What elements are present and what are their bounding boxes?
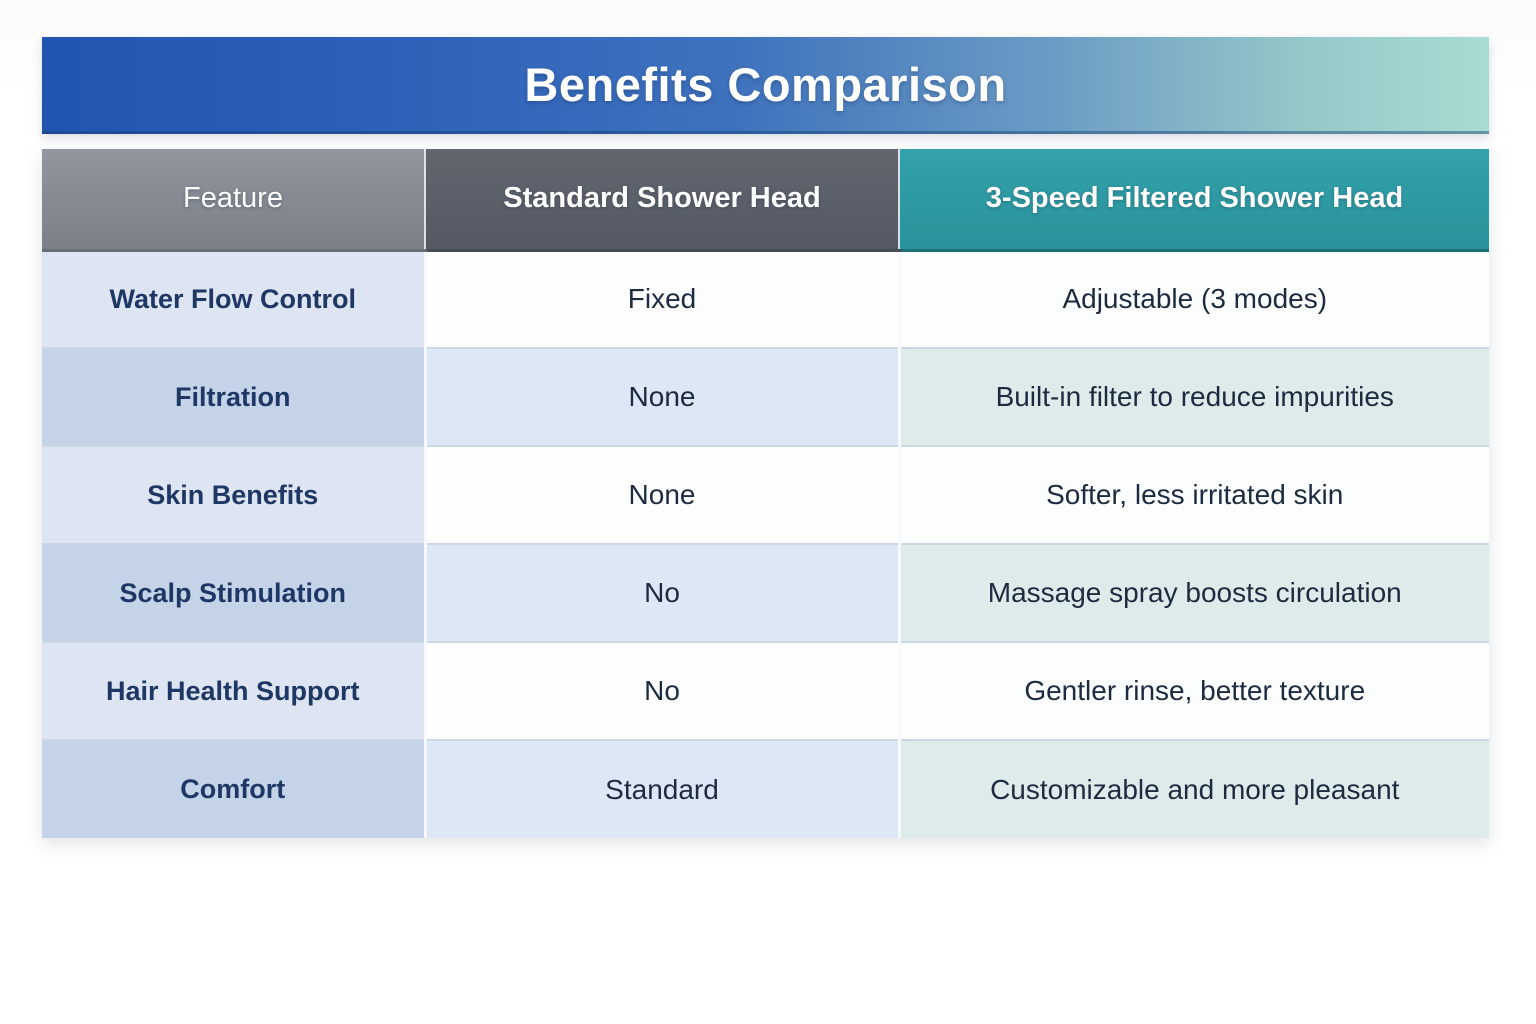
filtered-value-cell: Adjustable (3 modes) bbox=[899, 250, 1489, 349]
filtered-value-cell: Gentler rinse, better texture bbox=[899, 642, 1489, 741]
filtered-value-cell: Customizable and more pleasant bbox=[899, 740, 1489, 838]
standard-value-cell: Fixed bbox=[425, 250, 901, 349]
column-header-filtered: 3-Speed Filtered Shower Head bbox=[899, 149, 1489, 252]
table-row: Water Flow Control Fixed Adjustable (3 m… bbox=[42, 250, 1489, 349]
benefits-comparison-table: Feature Standard Shower Head 3-Speed Fil… bbox=[42, 149, 1489, 838]
standard-value-cell: No bbox=[425, 642, 901, 741]
filtered-value-cell: Softer, less irritated skin bbox=[899, 446, 1489, 545]
table-row: Filtration None Built-in filter to reduc… bbox=[42, 348, 1489, 447]
page-title: Benefits Comparison bbox=[524, 57, 1007, 111]
column-header-standard: Standard Shower Head bbox=[425, 149, 900, 252]
comparison-content: Benefits Comparison Feature Standard Sho… bbox=[42, 37, 1489, 838]
feature-cell: Comfort bbox=[42, 740, 427, 838]
table-row: Hair Health Support No Gentler rinse, be… bbox=[42, 642, 1489, 741]
title-bar: Benefits Comparison bbox=[42, 37, 1489, 134]
feature-cell: Water Flow Control bbox=[42, 250, 427, 349]
table-row: Scalp Stimulation No Massage spray boost… bbox=[42, 544, 1489, 643]
feature-cell: Filtration bbox=[42, 348, 427, 447]
filtered-value-cell: Massage spray boosts circulation bbox=[899, 544, 1489, 643]
standard-value-cell: None bbox=[425, 446, 901, 545]
feature-cell: Scalp Stimulation bbox=[42, 544, 427, 643]
standard-value-cell: No bbox=[425, 544, 901, 643]
standard-value-cell: Standard bbox=[425, 740, 901, 838]
standard-value-cell: None bbox=[425, 348, 901, 447]
feature-cell: Skin Benefits bbox=[42, 446, 427, 545]
feature-cell: Hair Health Support bbox=[42, 642, 427, 741]
table-header-row: Feature Standard Shower Head 3-Speed Fil… bbox=[42, 149, 1489, 252]
table-row: Comfort Standard Customizable and more p… bbox=[42, 740, 1489, 838]
column-header-feature: Feature bbox=[42, 149, 426, 252]
title-table-gap bbox=[42, 134, 1489, 149]
filtered-value-cell: Built-in filter to reduce impurities bbox=[899, 348, 1489, 447]
table-row: Skin Benefits None Softer, less irritate… bbox=[42, 446, 1489, 545]
